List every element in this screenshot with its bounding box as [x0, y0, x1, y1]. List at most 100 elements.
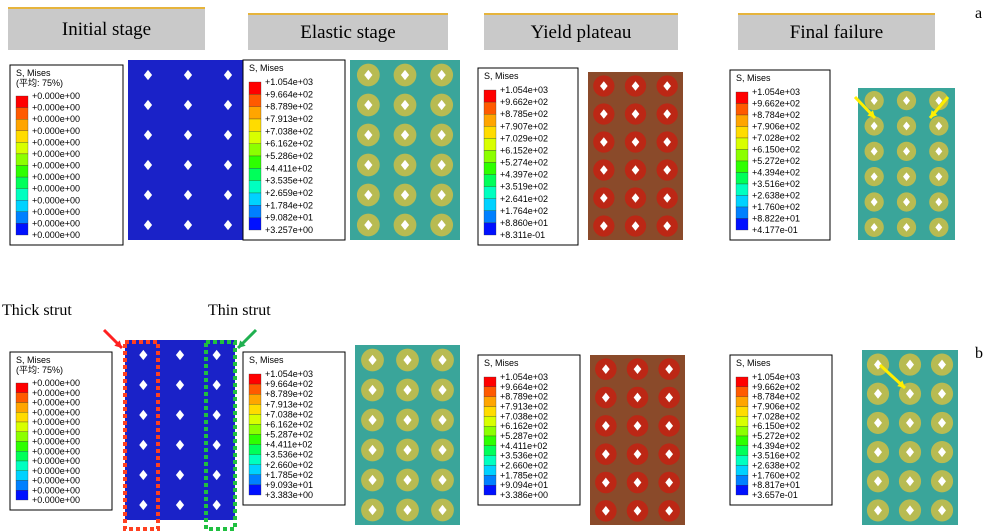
legend-level: +0.000e+00 [32, 230, 80, 240]
color-swatch [16, 422, 28, 432]
color-swatch [249, 414, 261, 424]
legend-level: +7.906e+02 [752, 402, 800, 412]
color-swatch [484, 90, 496, 102]
color-swatch [484, 187, 496, 199]
color-swatch [16, 442, 28, 452]
color-swatch [16, 154, 28, 166]
color-swatch [16, 471, 28, 481]
color-swatch [16, 96, 28, 108]
legend-level: +8.785e+02 [500, 109, 548, 119]
color-swatch [249, 435, 261, 445]
color-swatch [249, 445, 261, 455]
color-swatch [16, 461, 28, 471]
annotation: Thin strut [208, 302, 271, 319]
color-swatch [16, 412, 28, 422]
legend-level: +7.038e+02 [265, 409, 313, 419]
legend-level: +4.394e+02 [752, 168, 800, 178]
color-swatch [249, 465, 261, 475]
legend-level: +2.660e+02 [500, 461, 548, 471]
legend-level: +8.860e+01 [500, 218, 548, 228]
color-swatch [249, 168, 261, 180]
color-swatch [249, 181, 261, 193]
legend-level: +6.162e+02 [265, 139, 313, 149]
color-swatch [484, 150, 496, 162]
color-swatch [16, 177, 28, 189]
color-swatch [249, 119, 261, 131]
legend-level: +3.516e+02 [752, 451, 800, 461]
color-swatch [736, 92, 748, 104]
header-text: Elastic stage [300, 22, 396, 43]
legend-level: +0.000e+00 [32, 407, 80, 417]
color-swatch [484, 211, 496, 223]
color-swatch [249, 193, 261, 205]
color-swatch [736, 115, 748, 127]
color-swatch [736, 104, 748, 116]
legend-level: +7.907e+02 [500, 121, 548, 131]
color-swatch [484, 377, 496, 387]
color-swatch [16, 189, 28, 201]
legend-level: +0.000e+00 [32, 184, 80, 194]
color-swatch [249, 107, 261, 119]
color-swatch [736, 416, 748, 426]
legend-level: +7.038e+02 [265, 126, 313, 136]
color-swatch [16, 108, 28, 120]
legend-level: +0.000e+00 [32, 466, 80, 476]
legend-level: +2.638e+02 [752, 191, 800, 201]
legend-level: +3.386e+00 [500, 490, 548, 500]
legend-level: +0.000e+00 [32, 91, 80, 101]
color-swatch [736, 466, 748, 476]
color-swatch [736, 397, 748, 407]
legend-level: +9.664e+02 [265, 379, 313, 389]
color-swatch [736, 387, 748, 397]
legend-level: +7.906e+02 [752, 122, 800, 132]
legend-level: +8.784e+02 [752, 110, 800, 120]
color-swatch [249, 156, 261, 168]
color-swatch [484, 126, 496, 138]
contour-body [355, 345, 460, 525]
legend-level: +1.054e+03 [752, 372, 800, 382]
color-swatch [16, 481, 28, 491]
color-swatch [249, 144, 261, 156]
color-swatch [484, 456, 496, 466]
legend-subtitle: (平均: 75%) [16, 77, 63, 88]
legend-level: +0.000e+00 [32, 207, 80, 217]
legend-level: +5.286e+02 [265, 151, 313, 161]
legend-title: S, Mises [249, 355, 284, 365]
color-swatch [736, 184, 748, 196]
color-swatch [736, 426, 748, 436]
header-text: Final failure [790, 22, 883, 43]
legend-level: +0.000e+00 [32, 114, 80, 124]
color-swatch [736, 456, 748, 466]
color-swatch [736, 127, 748, 139]
legend-level: +3.383e+00 [265, 490, 313, 500]
contour-body [125, 340, 235, 520]
color-swatch [736, 446, 748, 456]
color-swatch [736, 377, 748, 387]
legend-level: +0.000e+00 [32, 485, 80, 495]
legend-level: +1.054e+03 [265, 369, 313, 379]
legend-level: +1.054e+03 [500, 85, 548, 95]
legend-level: +0.000e+00 [32, 149, 80, 159]
legend-level: +0.000e+00 [32, 398, 80, 408]
color-swatch [16, 383, 28, 393]
color-swatch [16, 393, 28, 403]
contour-body [862, 350, 958, 525]
legend-level: +4.411e+02 [500, 441, 547, 451]
color-swatch [484, 466, 496, 476]
legend-title: S, Mises [736, 73, 771, 83]
legend-level: +3.536e+02 [265, 450, 313, 460]
color-swatch [736, 207, 748, 219]
legend-level: +4.394e+02 [752, 441, 800, 451]
legend-level: +4.411e+02 [265, 440, 312, 450]
legend-level: +5.287e+02 [265, 430, 313, 440]
color-swatch [736, 475, 748, 485]
legend-level: +3.519e+02 [500, 182, 548, 192]
color-swatch [16, 200, 28, 212]
legend-level: +0.000e+00 [32, 417, 80, 427]
legend-subtitle: (平均: 75%) [16, 364, 63, 375]
color-swatch [249, 424, 261, 434]
legend-level: +3.257e+00 [265, 225, 313, 235]
legend-level: +9.082e+01 [265, 213, 313, 223]
legend-level: +0.000e+00 [32, 137, 80, 147]
contour-body [350, 60, 460, 240]
